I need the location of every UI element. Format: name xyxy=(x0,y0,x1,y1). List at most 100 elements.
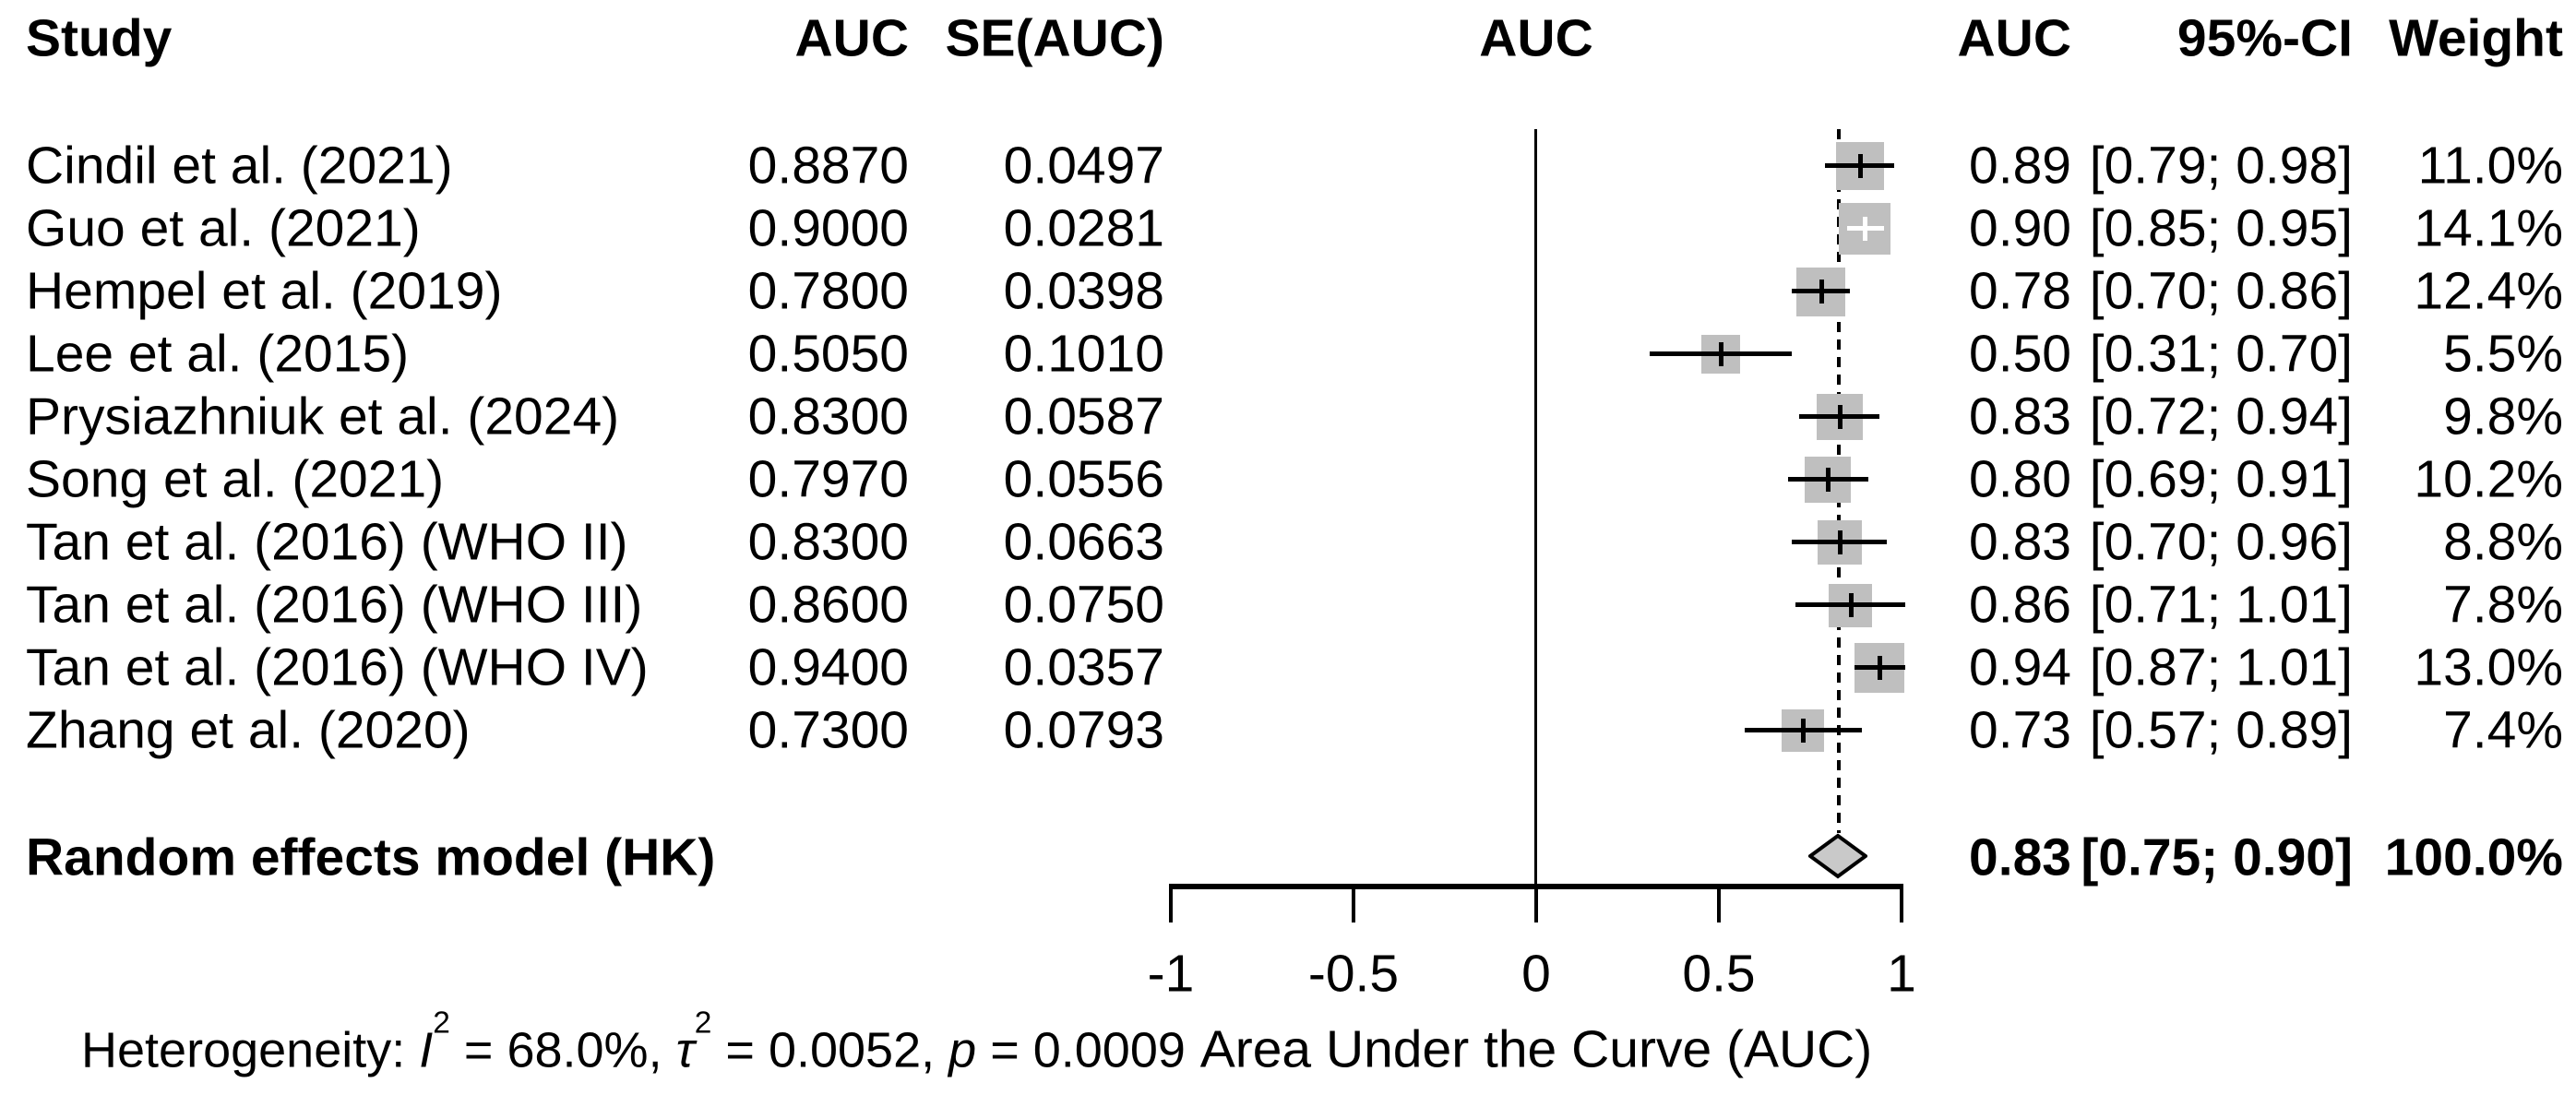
study-label: Tan et al. (2016) (WHO IV) xyxy=(26,637,649,697)
se-auc-value: 0.0750 xyxy=(1003,575,1164,635)
study-label: Tan et al. (2016) (WHO III) xyxy=(26,575,643,635)
x-axis-tick-label: -1 xyxy=(1147,944,1195,1004)
study-label: Lee et al. (2015) xyxy=(26,324,410,384)
study-label: Prysiazhniuk et al. (2024) xyxy=(26,387,620,446)
auc-value: 0.8600 xyxy=(747,575,909,635)
column-header-study: Study xyxy=(26,8,173,68)
study-label: Zhang et al. (2020) xyxy=(26,700,471,760)
estimate-value: 0.89 xyxy=(1969,136,2071,196)
weight-value: 12.4% xyxy=(2414,261,2563,321)
point-estimate-tick xyxy=(1826,468,1831,492)
auc-value: 0.9000 xyxy=(747,198,909,258)
tau-squared-symbol: τ xyxy=(675,1022,695,1078)
zero-reference-line xyxy=(1534,129,1537,886)
study-label: Song et al. (2021) xyxy=(26,449,445,509)
plot-header-auc: AUC xyxy=(1479,8,1593,68)
x-axis-title: Area Under the Curve (AUC) xyxy=(1199,1019,1873,1079)
i-squared-symbol: I xyxy=(419,1022,434,1078)
x-axis-tick-label: 0 xyxy=(1521,944,1551,1004)
weight-value: 13.0% xyxy=(2414,637,2563,697)
auc-value: 0.7300 xyxy=(747,700,909,760)
ci-value: [0.85; 0.95] xyxy=(2089,198,2353,258)
se-auc-value: 0.0497 xyxy=(1003,136,1164,196)
estimate-value: 0.80 xyxy=(1969,449,2071,509)
summary-label: Random effects model (HK) xyxy=(26,827,716,887)
ci-value: [0.70; 0.86] xyxy=(2089,261,2353,321)
se-auc-value: 0.0556 xyxy=(1003,449,1164,509)
column-header-auc: AUC xyxy=(794,8,910,68)
se-auc-value: 0.1010 xyxy=(1003,324,1164,384)
point-estimate-tick xyxy=(1858,154,1863,178)
ci-value: [0.70; 0.96] xyxy=(2089,512,2353,572)
weight-value: 14.1% xyxy=(2414,198,2563,258)
study-label: Tan et al. (2016) (WHO II) xyxy=(26,512,628,572)
estimate-value: 0.90 xyxy=(1969,198,2071,258)
study-label: Guo et al. (2021) xyxy=(26,198,421,258)
auc-value: 0.8300 xyxy=(747,387,909,446)
auc-value: 0.9400 xyxy=(747,637,909,697)
ci-value: [0.79; 0.98] xyxy=(2089,136,2353,196)
summary-weight: 100.0% xyxy=(2384,827,2563,887)
se-auc-value: 0.0587 xyxy=(1003,387,1164,446)
weight-value: 7.8% xyxy=(2443,575,2563,635)
column-header-se-auc: SE(AUC) xyxy=(945,8,1165,68)
auc-value: 0.5050 xyxy=(747,324,909,384)
point-estimate-tick xyxy=(1838,405,1843,429)
se-auc-value: 0.0663 xyxy=(1003,512,1164,572)
x-axis-tick xyxy=(1900,884,1903,922)
point-estimate-tick xyxy=(1863,217,1867,241)
x-axis-tick-label: 0.5 xyxy=(1682,944,1756,1004)
x-axis-tick-label: -0.5 xyxy=(1307,944,1400,1004)
tau-squared-value: 0.0052 xyxy=(768,1022,922,1078)
x-axis-tick xyxy=(1352,884,1355,922)
se-auc-value: 0.0793 xyxy=(1003,700,1164,760)
study-label: Cindil et al. (2021) xyxy=(26,136,453,196)
estimate-value: 0.50 xyxy=(1969,324,2071,384)
column-header-ci: 95%-CI xyxy=(2176,8,2353,68)
x-axis-tick xyxy=(1534,884,1538,922)
i-squared-sup: 2 xyxy=(433,1006,450,1041)
estimate-value: 0.94 xyxy=(1969,637,2071,697)
se-auc-value: 0.0281 xyxy=(1003,198,1164,258)
ci-value: [0.57; 0.89] xyxy=(2089,700,2353,760)
ci-value: [0.87; 1.01] xyxy=(2089,637,2353,697)
i-squared-value: 68.0% xyxy=(507,1022,649,1078)
point-estimate-tick xyxy=(1878,656,1882,680)
auc-value: 0.7970 xyxy=(747,449,909,509)
auc-value: 0.8870 xyxy=(747,136,909,196)
study-label: Hempel et al. (2019) xyxy=(26,261,503,321)
heterogeneity-text: Heterogeneity: I2 = 68.0%, τ2 = 0.0052, … xyxy=(81,1006,1186,1078)
ci-value: [0.69; 0.91] xyxy=(2089,449,2353,509)
point-estimate-tick xyxy=(1819,280,1824,304)
x-axis-tick xyxy=(1717,884,1721,922)
estimate-value: 0.83 xyxy=(1969,387,2071,446)
se-auc-value: 0.0357 xyxy=(1003,637,1164,697)
auc-value: 0.7800 xyxy=(747,261,909,321)
tau-squared-sup: 2 xyxy=(694,1006,712,1041)
se-auc-value: 0.0398 xyxy=(1003,261,1164,321)
estimate-value: 0.83 xyxy=(1969,512,2071,572)
estimate-value: 0.86 xyxy=(1969,575,2071,635)
ci-value: [0.72; 0.94] xyxy=(2089,387,2353,446)
weight-value: 5.5% xyxy=(2443,324,2563,384)
estimate-value: 0.78 xyxy=(1969,261,2071,321)
summary-diamond xyxy=(1808,833,1867,879)
estimate-value: 0.73 xyxy=(1969,700,2071,760)
x-axis-tick xyxy=(1169,884,1173,922)
ci-value: [0.71; 1.01] xyxy=(2089,575,2353,635)
x-axis-tick-label: 1 xyxy=(1887,944,1916,1004)
p-symbol: p xyxy=(948,1022,977,1078)
point-estimate-tick xyxy=(1849,593,1854,617)
point-estimate-tick xyxy=(1838,530,1843,554)
column-header-weight: Weight xyxy=(2389,8,2563,68)
p-value: 0.0009 xyxy=(1032,1022,1186,1078)
weight-value: 11.0% xyxy=(2417,136,2563,196)
ci-value: [0.31; 0.70] xyxy=(2089,324,2353,384)
heterogeneity-label: Heterogeneity: xyxy=(81,1022,406,1078)
weight-value: 7.4% xyxy=(2443,700,2563,760)
point-estimate-tick xyxy=(1801,719,1806,743)
summary-estimate: 0.83 xyxy=(1969,827,2071,887)
summary-ci: [0.75; 0.90] xyxy=(2081,827,2353,887)
weight-value: 8.8% xyxy=(2443,512,2563,572)
